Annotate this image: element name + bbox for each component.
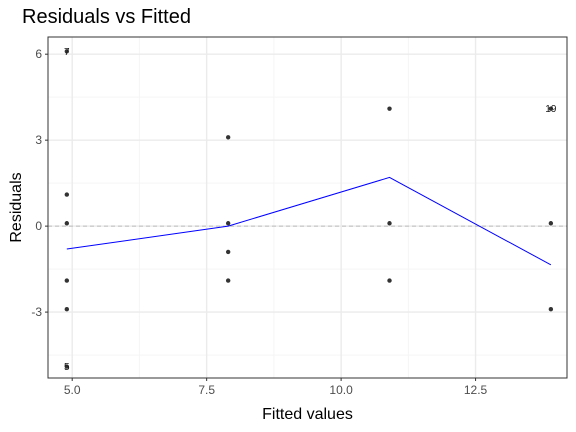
data-point <box>387 278 392 283</box>
point-label: 19 <box>545 104 557 115</box>
y-tick-label: -3 <box>31 305 42 319</box>
data-points <box>64 49 554 369</box>
data-point <box>225 221 231 226</box>
data-point <box>225 135 231 140</box>
y-axis-ticks: -3 0 3 6 <box>31 47 48 319</box>
data-point <box>548 307 554 312</box>
data-point <box>64 364 70 369</box>
y-tick-label: 6 <box>35 47 42 61</box>
data-point <box>64 221 70 226</box>
x-tick-label: 7.5 <box>198 383 215 397</box>
point-label: 7 <box>64 47 70 58</box>
smooth-line <box>66 176 552 266</box>
data-point <box>225 249 231 255</box>
y-tick-label: 0 <box>35 219 42 233</box>
smooth-line-path <box>66 176 552 266</box>
data-point <box>387 106 392 111</box>
chart-title: Residuals vs Fitted <box>22 6 191 28</box>
x-tick-label: 12.5 <box>464 383 488 397</box>
data-point <box>225 278 231 283</box>
point-label: 5 <box>64 362 70 373</box>
x-tick-label: 10.0 <box>329 383 353 397</box>
minor-gridlines <box>48 37 567 378</box>
data-point <box>64 307 70 312</box>
x-axis-ticks: 5.0 7.5 10.0 12.5 <box>64 378 488 397</box>
data-point <box>548 106 554 111</box>
panel-border <box>47 36 568 379</box>
x-tick-label: 5.0 <box>64 383 81 397</box>
x-axis-title: Fitted values <box>262 406 353 423</box>
data-point <box>387 221 392 226</box>
outlier-labels: 7 5 19 <box>64 47 557 373</box>
data-point <box>64 278 70 283</box>
data-point <box>64 49 70 54</box>
data-point <box>548 221 554 226</box>
data-point <box>64 192 70 197</box>
y-axis-title: Residuals <box>8 172 25 242</box>
major-gridlines <box>48 37 567 378</box>
y-tick-label: 3 <box>35 133 42 147</box>
